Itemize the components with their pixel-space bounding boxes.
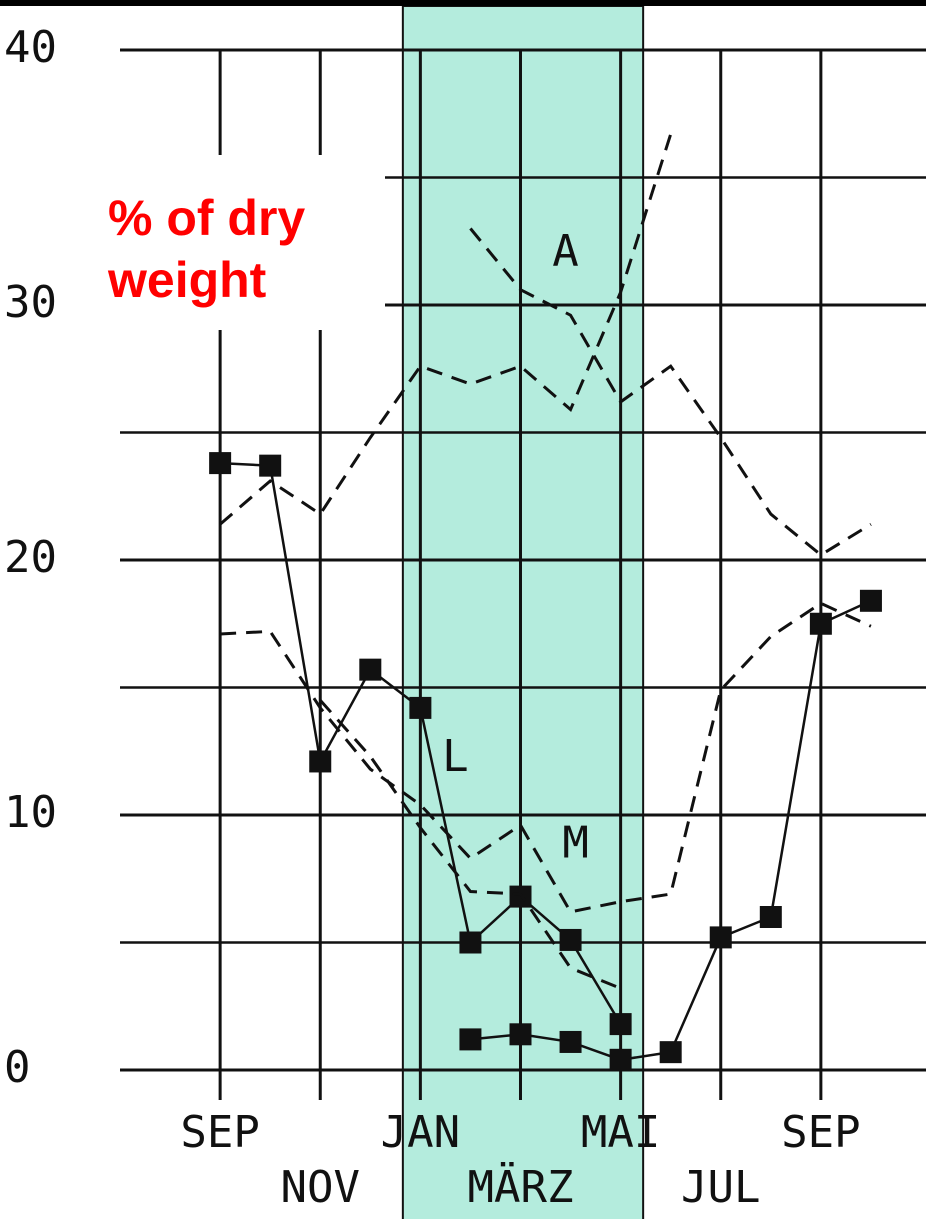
data-point — [659, 1041, 682, 1064]
shaded-span — [401, 5, 645, 1219]
y-tick-label: 20 — [4, 532, 57, 583]
x-tick-label: SEP — [781, 1107, 860, 1158]
data-point — [209, 452, 232, 475]
y-axis-label: weight — [107, 252, 267, 308]
y-tick-label: 40 — [4, 22, 57, 73]
series-line — [469, 227, 872, 557]
data-point — [259, 454, 282, 477]
data-point — [809, 612, 832, 635]
x-tick-label: JAN — [381, 1107, 460, 1158]
x-tick-label: MAI — [581, 1107, 660, 1158]
series-line — [319, 699, 622, 990]
data-point — [709, 926, 732, 949]
x-tick-label: SEP — [180, 1107, 259, 1158]
y-tick-label: 30 — [4, 277, 57, 328]
x-tick-label: NOV — [281, 1162, 360, 1213]
x-tick-label: MÄRZ — [468, 1161, 574, 1213]
y-axis-label: % of dry — [108, 190, 305, 246]
series-label: L — [442, 731, 469, 782]
data-point — [509, 1023, 532, 1046]
data-point — [859, 589, 882, 612]
data-point — [459, 1028, 482, 1051]
series-line — [220, 601, 872, 914]
series-label: M — [562, 818, 589, 869]
series-label: A — [552, 226, 579, 277]
data-point — [559, 928, 582, 951]
data-point — [459, 931, 482, 954]
y-tick-label: 10 — [4, 787, 57, 838]
annotation-box — [95, 155, 385, 330]
frame-top — [0, 0, 926, 6]
data-point — [359, 658, 382, 681]
data-point — [309, 750, 332, 773]
data-point — [559, 1030, 582, 1053]
data-point — [609, 1048, 632, 1071]
data-point — [409, 696, 432, 719]
y-tick-label: 0 — [4, 1042, 31, 1093]
x-tick-label: JUL — [681, 1162, 760, 1213]
data-point — [609, 1013, 632, 1036]
data-point — [759, 906, 782, 928]
